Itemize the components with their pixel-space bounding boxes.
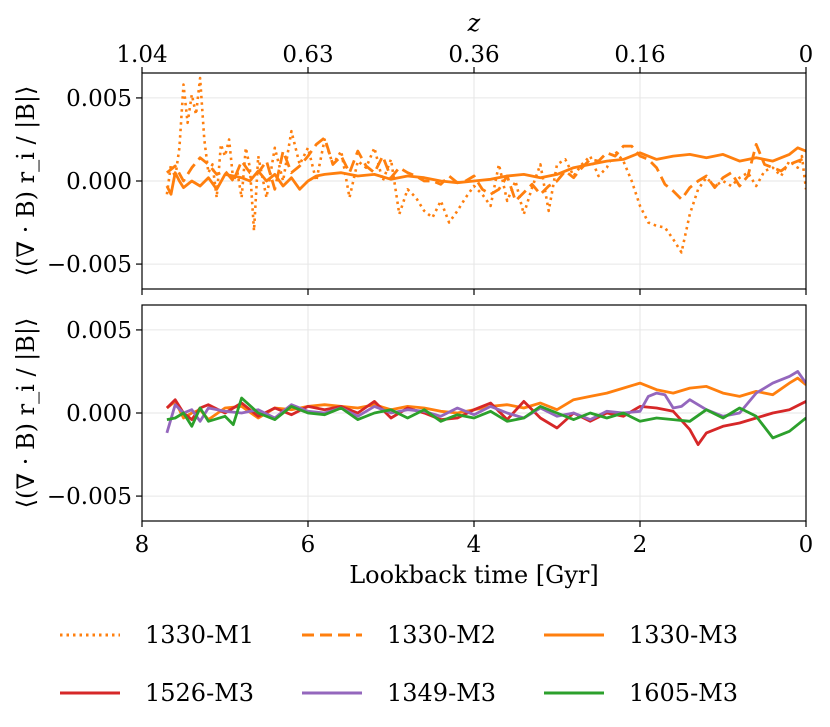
x-tick-label: 4	[467, 532, 482, 558]
y-tick-label: 0.000	[66, 401, 132, 427]
legend-item-1605-m3: 1605-M3	[544, 679, 738, 707]
y-tick-label: 0.000	[66, 169, 132, 195]
legend-item-1330-m2: 1330-M2	[302, 621, 496, 649]
x-tick-label: 2	[633, 532, 648, 558]
legend-label: 1605-M3	[629, 679, 738, 707]
legend: 1330-M1 1330-M2 1330-M3 1526-M3 1349-M3 1605-…	[60, 621, 738, 707]
legend-item-1330-m1: 1330-M1	[60, 621, 254, 649]
series-line-1605-m3	[166, 396, 806, 440]
series-line-1330-m3	[165, 146, 806, 196]
x-tick-label: 6	[301, 532, 316, 558]
top-x-tick-label: 0	[799, 42, 814, 68]
legend-label: 1330-M2	[387, 621, 496, 649]
x-axis-label: Lookback time [Gyr]	[349, 561, 599, 589]
top-axis-label: z	[467, 9, 481, 37]
y-axis-label: ⟨(∇ · B) r_i / |B|⟩	[12, 86, 41, 277]
x-tick-label: 8	[135, 532, 150, 558]
y-tick-label: 0.005	[66, 86, 132, 112]
x-tick-label: 0	[799, 532, 814, 558]
legend-item-1526-m3: 1526-M3	[60, 679, 254, 707]
top-x-tick-label: 0.36	[448, 42, 499, 68]
series-line-1526-m3	[165, 398, 806, 446]
legend-label: 1526-M3	[145, 679, 254, 707]
bottom-panel: −0.005 0.000 0.005 8 6 4 2 0 ⟨(∇ · B) r_i / |B|⟩…	[12, 304, 814, 589]
legend-label: 1349-M3	[387, 679, 496, 707]
y-axis-label: ⟨(∇ · B) r_i / |B|⟩	[12, 318, 41, 509]
y-tick-label: −0.005	[47, 252, 132, 278]
top-x-tick-label: 0.16	[614, 42, 665, 68]
series-line-1349-m3	[165, 370, 806, 434]
top-x-tick-label: 1.04	[116, 42, 167, 68]
y-tick-label: 0.005	[66, 318, 132, 344]
y-tick-label: −0.005	[47, 484, 132, 510]
legend-label: 1330-M3	[629, 621, 738, 649]
legend-label: 1330-M1	[145, 621, 254, 649]
series-line-1330-m1	[165, 76, 806, 254]
legend-item-1349-m3: 1349-M3	[302, 679, 496, 707]
series-line-1330-m2	[166, 136, 806, 203]
series-group	[165, 370, 806, 446]
top-x-tick-label: 0.63	[282, 42, 333, 68]
top-panel: −0.005 0.000 0.005 1.04 0.63 0.36 0.16 0 z ⟨(∇ · …	[12, 9, 813, 295]
series-group	[165, 76, 806, 254]
legend-item-1330-m3: 1330-M3	[544, 621, 738, 649]
